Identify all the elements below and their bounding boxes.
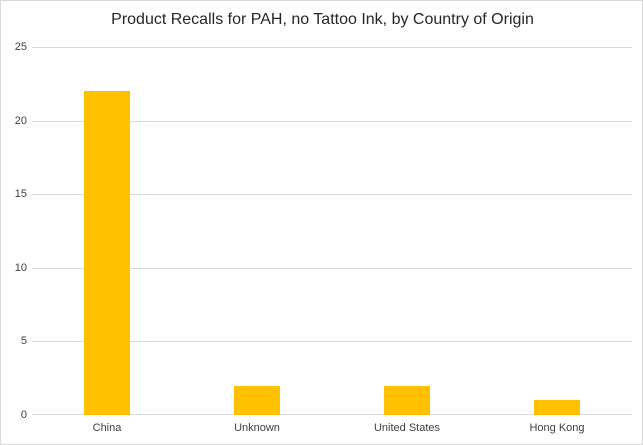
y-axis-label-20: 20 xyxy=(14,115,27,127)
bar-hong-kong xyxy=(534,400,580,415)
y-axis-label-10: 10 xyxy=(14,262,27,274)
gridline-15 xyxy=(32,194,632,195)
x-axis-line xyxy=(32,414,632,415)
chart-title: Product Recalls for PAH, no Tattoo Ink, … xyxy=(111,11,534,28)
y-axis-label-25: 25 xyxy=(14,41,27,53)
gridline-10 xyxy=(32,268,632,269)
bar-united-states xyxy=(384,386,430,415)
gridline-25 xyxy=(32,47,632,48)
x-axis-label-unknown: Unknown xyxy=(234,422,280,434)
bar-unknown xyxy=(234,386,280,415)
bar-china xyxy=(84,91,130,415)
plot-area xyxy=(32,47,632,415)
gridline-20 xyxy=(32,121,632,122)
x-axis-label-hong-kong: Hong Kong xyxy=(529,422,585,434)
y-axis-label-15: 15 xyxy=(14,188,27,200)
x-axis-label-china: China xyxy=(92,422,122,434)
y-axis-label-0: 0 xyxy=(20,409,27,421)
gridline-5 xyxy=(32,341,632,342)
x-axis-label-united-states: United States xyxy=(373,422,441,434)
y-axis-label-5: 5 xyxy=(20,335,27,347)
